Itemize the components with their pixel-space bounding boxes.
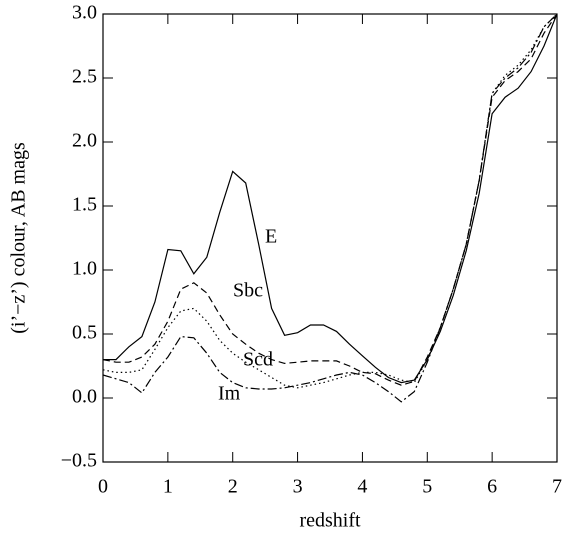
y-tick-label: 0.5 — [72, 322, 97, 344]
x-tick-label: 0 — [98, 476, 108, 498]
y-tick-label: 2.0 — [72, 130, 97, 152]
y-tick-label: 1.0 — [72, 258, 97, 280]
series-line — [102, 13, 558, 389]
series-line — [102, 13, 558, 386]
y-tick-label: 1.5 — [72, 194, 97, 216]
y-axis-label: (i’−z’) colour, AB mags — [8, 142, 30, 334]
plot-frame — [102, 13, 558, 463]
x-tick-label: 6 — [487, 476, 497, 498]
x-tick-label: 4 — [357, 476, 367, 498]
series-label: Im — [218, 383, 241, 405]
y-tick-label: 0.0 — [72, 386, 97, 408]
series-label: E — [265, 226, 277, 248]
x-tick-label: 5 — [422, 476, 432, 498]
x-tick-label: 1 — [163, 476, 173, 498]
series-line — [103, 13, 558, 384]
x-tick-label: 2 — [228, 476, 238, 498]
y-tick-label: 3.0 — [72, 2, 97, 24]
series-line — [102, 13, 558, 403]
x-tick-label: 7 — [552, 476, 562, 498]
x-axis-label: redshift — [299, 510, 361, 532]
x-tick-label: 3 — [293, 476, 303, 498]
series-label: Scd — [243, 349, 273, 371]
series-label: Sbc — [233, 280, 263, 302]
y-tick-label: −0.5 — [61, 450, 97, 472]
y-tick-label: 2.5 — [72, 66, 97, 88]
